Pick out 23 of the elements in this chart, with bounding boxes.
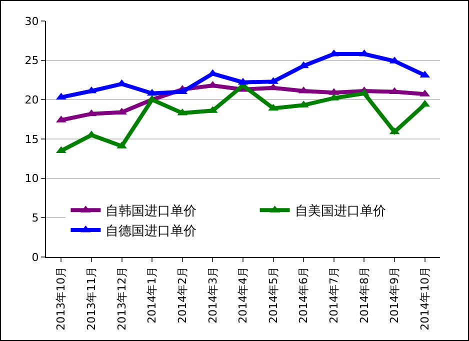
x-tick-label: 2014年5月: [266, 266, 280, 324]
x-tick-label: 2013年11月: [85, 266, 98, 330]
y-tick-label: 0: [32, 250, 39, 264]
x-tick-label: 2014年6月: [297, 266, 310, 324]
y-tick-label: 15: [24, 132, 39, 146]
x-tick-label: 2014年2月: [176, 266, 189, 324]
y-tick-label: 10: [24, 172, 39, 186]
legend-label: 自韩国进口单价: [106, 204, 197, 220]
x-tick-label: 2014年4月: [236, 266, 250, 324]
legend-label: 自德国进口单价: [106, 224, 197, 240]
x-tick-label: 2014年10月: [418, 266, 432, 330]
y-tick-label: 25: [24, 54, 39, 68]
y-tick-label: 30: [24, 14, 39, 28]
x-tick-label: 2014年7月: [327, 266, 340, 324]
x-tick-label: 2014年1月: [146, 266, 159, 324]
legend-label: 自美国进口单价: [294, 203, 386, 220]
x-tick-label: 2013年12月: [115, 266, 128, 330]
x-tick-label: 2014年9月: [388, 266, 402, 324]
x-tick-label: 2014年3月: [206, 266, 220, 324]
y-tick-label: 20: [24, 94, 39, 107]
x-tick-label: 2014年8月: [358, 266, 371, 324]
x-tick-label: 2013年10月: [54, 266, 68, 330]
y-tick-label: 5: [32, 212, 39, 225]
